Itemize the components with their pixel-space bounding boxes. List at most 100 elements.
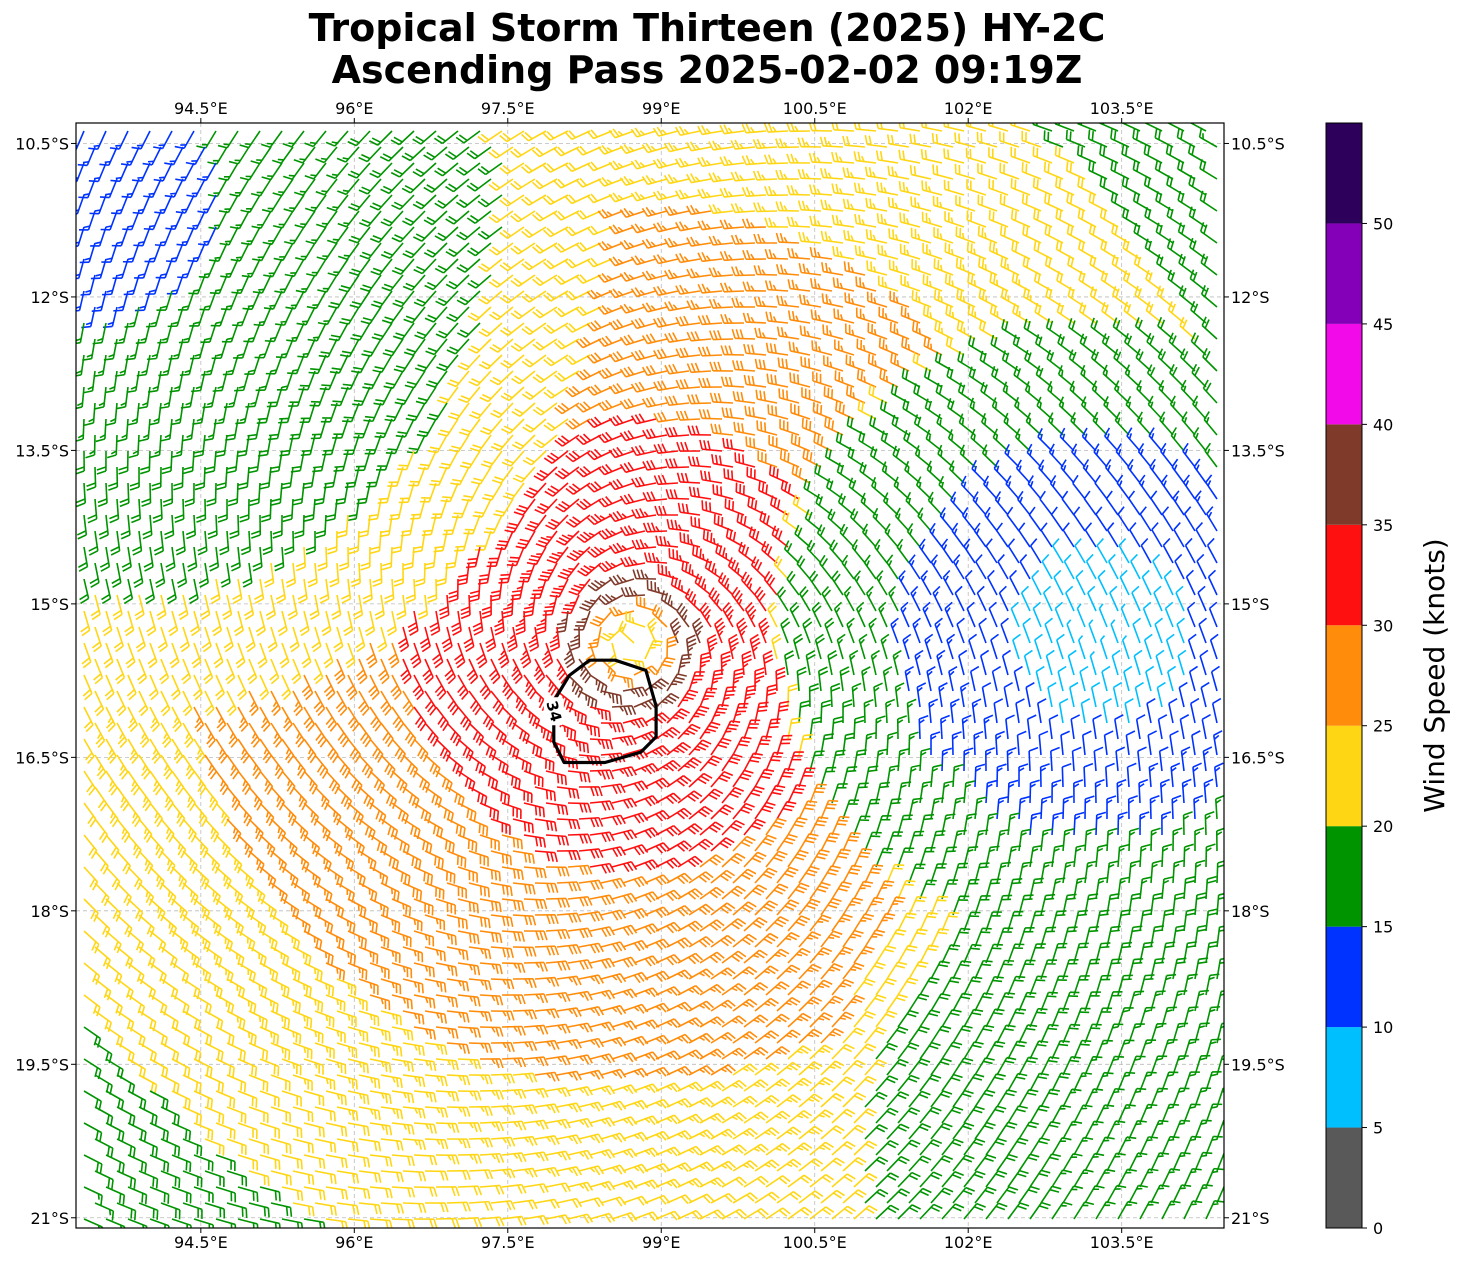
- wind-barb: [810, 1013, 833, 1027]
- wind-barb: [788, 248, 810, 259]
- wind-barb: [425, 723, 438, 746]
- wind-barb: [425, 275, 447, 289]
- wind-barb: [732, 266, 755, 275]
- wind-barb: [205, 819, 218, 842]
- wind-barb: [1045, 225, 1063, 243]
- wind-barb: [1141, 539, 1151, 563]
- wind-barb: [500, 259, 524, 271]
- wind-barb: [491, 787, 509, 805]
- wind-barb: [788, 916, 810, 931]
- wind-barb: [824, 386, 843, 403]
- wind-barb: [310, 387, 326, 406]
- wind-barb: [612, 894, 637, 904]
- wind-barb: [95, 851, 108, 874]
- wind-barb: [743, 282, 766, 291]
- wind-barb: [337, 179, 359, 194]
- wind-barb: [370, 963, 389, 979]
- wind-barb: [207, 147, 227, 164]
- wind-barb: [643, 365, 667, 375]
- wind-barb: [276, 579, 285, 603]
- wind-barb: [931, 1059, 952, 1075]
- wind-barb: [634, 988, 659, 997]
- wind-barb: [82, 643, 91, 668]
- wind-barb: [620, 494, 645, 504]
- wind-barb: [502, 1185, 526, 1194]
- wind-barb: [194, 1155, 213, 1171]
- wind-barb: [139, 691, 148, 716]
- wind-barb: [414, 291, 436, 306]
- wind-barb: [601, 974, 626, 983]
- wind-barb: [587, 449, 612, 459]
- wind-barb: [260, 1155, 280, 1170]
- wind-barb: [461, 595, 470, 618]
- wind-barb: [271, 979, 289, 997]
- wind-barb: [414, 1155, 437, 1165]
- wind-barb: [127, 675, 136, 700]
- wind-barb: [579, 1039, 603, 1048]
- wind-barb: [205, 851, 219, 873]
- wind-barb: [925, 634, 933, 659]
- wind-barb: [180, 627, 189, 652]
- wind-barb: [360, 275, 381, 291]
- wind-barb: [161, 755, 172, 779]
- wind-barb: [436, 739, 450, 761]
- wind-barb: [631, 160, 656, 169]
- wind-barb: [1078, 145, 1096, 163]
- wind-barb: [1145, 634, 1153, 659]
- wind-barb: [554, 147, 579, 156]
- wind-barb: [795, 525, 810, 547]
- wind-barb: [447, 723, 461, 746]
- wind-barb: [457, 291, 480, 305]
- wind-barb: [154, 163, 172, 181]
- wind-barb: [612, 1213, 637, 1222]
- wind-barb: [458, 963, 479, 975]
- lon-tick-label-bottom: 97.5°E: [481, 1233, 535, 1252]
- wind-barb: [194, 1123, 212, 1140]
- wind-barb: [857, 308, 876, 323]
- wind-barb: [609, 511, 634, 521]
- wind-barb: [524, 1152, 548, 1161]
- wind-barb: [295, 243, 315, 260]
- wind-barb: [425, 307, 447, 322]
- wind-barb: [687, 205, 711, 214]
- wind-barb: [843, 700, 852, 723]
- wind-barb: [95, 387, 106, 409]
- wind-barb: [587, 385, 612, 395]
- wind-barb: [799, 263, 821, 275]
- wind-barb: [810, 915, 831, 931]
- wind-barb: [175, 131, 194, 148]
- wind-barb: [402, 211, 425, 225]
- wind-barb: [304, 1027, 323, 1043]
- wind-barb: [912, 259, 931, 275]
- wind-barb: [579, 943, 603, 953]
- wind-barb: [392, 995, 412, 1009]
- wind-barb: [832, 817, 849, 835]
- wind-barb: [942, 977, 961, 995]
- wind-barb: [546, 1120, 570, 1129]
- wind-barb: [544, 419, 568, 431]
- wind-barb: [1129, 1185, 1148, 1203]
- wind-barb: [1162, 475, 1173, 499]
- wind-barb: [1129, 861, 1140, 883]
- wind-barb: [513, 1137, 537, 1146]
- wind-barb: [392, 259, 414, 274]
- wind-barb: [689, 774, 712, 787]
- wind-barb: [792, 434, 810, 451]
- wind-barb: [160, 659, 169, 684]
- wind-barb: [524, 835, 545, 848]
- wind-barb: [1169, 699, 1177, 723]
- wind-barb: [819, 667, 828, 691]
- wind-barb: [964, 539, 975, 563]
- wind-barb: [546, 771, 566, 785]
- wind-barb: [218, 131, 238, 148]
- wind-barb: [1041, 992, 1058, 1011]
- wind-barb: [899, 118, 920, 131]
- wind-barb: [951, 492, 964, 515]
- wind-barb: [609, 543, 634, 553]
- wind-barb: [687, 331, 711, 340]
- wind-barb: [587, 258, 612, 267]
- wind-barb: [654, 191, 678, 200]
- wind-barb: [750, 635, 760, 659]
- wind-barb: [161, 819, 174, 842]
- wind-barb: [260, 675, 269, 700]
